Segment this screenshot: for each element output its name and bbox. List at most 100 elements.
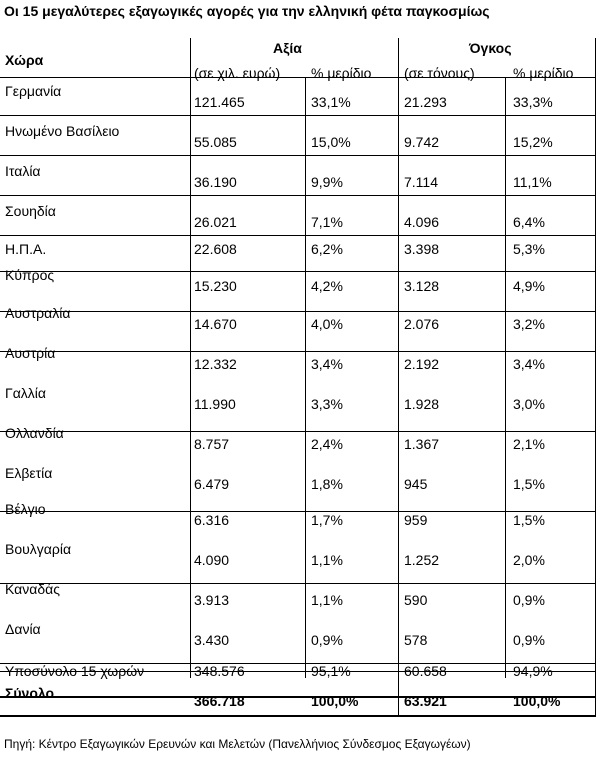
table-row-country: Ηνωμένο Βασίλειο [5,123,120,139]
table-row-country: Βέλγιο [5,501,46,517]
table-row-value: 6.479 [194,476,230,492]
total-country: Σύνολο [5,685,55,701]
row-divider [0,511,596,512]
table-row-volume: 1.252 [404,552,440,568]
table-row-volume-share: 1,5% [513,476,545,492]
table-row-volume: 21.293 [404,94,447,110]
row-divider [0,77,596,78]
row-divider [0,311,596,312]
header-volume-unit: (σε τόνους) [404,65,475,81]
table-row-value: 11.990 [194,396,236,412]
table-row-volume: 4.096 [404,214,440,230]
header-volume-share: % μερίδιο [513,65,574,81]
table-row-volume: 590 [404,592,428,608]
subtotal-volume-share: 94,9% [513,663,553,679]
row-divider [0,583,596,584]
table-row-volume-share: 33,3% [513,94,553,110]
table-row-value: 26.021 [194,214,237,230]
column-divider [305,77,306,678]
table-row-value-share: 2,4% [311,436,343,452]
row-divider [0,431,596,432]
table-row-value-share: 6,2% [311,241,343,257]
header-value-share: % μερίδιο [311,65,372,81]
column-divider [398,38,399,716]
table-row-volume: 7.114 [404,174,438,190]
table-row-volume-share: 15,2% [513,134,553,150]
row-divider [0,235,596,236]
row-divider [0,715,596,717]
table-row-volume-share: 1,5% [513,512,545,528]
header-country: Χώρα [5,52,44,68]
header-value-group: Αξία [273,40,302,56]
subtotal-country: Υποσύνολο 15 χωρών [5,663,145,679]
table-row-value-share: 1,7% [311,512,343,528]
table-row-volume: 1.367 [404,436,440,452]
table-row-value: 3.913 [194,592,230,608]
table-row-value: 121.465 [194,94,245,110]
subtotal-value: 348.576 [194,663,245,679]
table-row-country: Γερμανία [5,83,62,99]
table-row-volume: 9.742 [404,134,440,150]
table-row-value-share: 9,9% [311,174,343,190]
table-row-volume-share: 3,2% [513,316,545,332]
table-row-volume-share: 0,9% [513,632,545,648]
table-row-value-share: 1,1% [311,552,343,568]
subtotal-volume: 60.658 [404,663,447,679]
table-row-volume-share: 2,1% [513,436,545,452]
table-row-volume: 3.398 [404,241,440,257]
total-volume-share: 100,0% [513,693,561,709]
table-row-value: 55.085 [194,134,237,150]
table-row-volume: 945 [404,476,428,492]
table-row-value-share: 7,1% [311,214,343,230]
row-divider [0,271,596,272]
table-title: Οι 15 μεγαλύτερες εξαγωγικές αγορές για … [4,3,490,19]
table-row-country: Η.Π.Α. [5,241,47,257]
table-row-volume: 959 [404,512,428,528]
row-divider [0,696,596,698]
table-row-volume: 578 [404,632,428,648]
source-note: Πηγή: Κέντρο Εξαγωγικών Ερευνών και Μελε… [4,737,471,751]
table-row-country: Κύπρος [5,267,55,283]
table-row-country: Ολλανδία [5,425,64,441]
exports-table: Χώρα Αξία Όγκος (σε χιλ. ευρώ) % μερίδιο (σε … [0,38,596,717]
table-row-volume: 3.128 [404,278,440,294]
table-row-volume-share: 2,0% [513,552,545,568]
table-row-value: 15.230 [194,278,237,294]
table-row-value-share: 1,8% [311,476,343,492]
table-row-country: Αυστραλία [5,305,71,321]
row-divider [0,115,596,116]
table-row-value-share: 3,4% [311,356,343,372]
row-divider [0,663,596,664]
table-row-value: 22.608 [194,241,237,257]
subtotal-value-share: 95,1% [311,663,351,679]
table-row-country: Βουλγαρία [5,541,72,557]
table-row-country: Καναδάς [5,581,60,597]
table-row-country: Γαλλία [5,385,47,401]
total-value-share: 100,0% [311,693,359,709]
table-row-value-share: 33,1% [311,94,351,110]
table-border [0,38,596,716]
row-divider [0,351,596,352]
table-row-volume: 1.928 [404,396,440,412]
column-divider [190,38,191,678]
table-row-volume-share: 6,4% [513,214,545,230]
table-row-country: Σουηδία [5,203,56,219]
table-row-value: 6.316 [194,512,230,528]
total-volume: 63.921 [404,693,447,709]
table-row-value-share: 4,0% [311,316,343,332]
table-row-volume: 2.192 [404,356,440,372]
table-row-value: 4.090 [194,552,230,568]
total-value: 366.718 [194,693,245,709]
table-row-country: Ελβετία [5,465,53,481]
row-divider [0,195,596,196]
column-divider [505,77,506,678]
row-divider [0,671,596,672]
table-row-country: Ιταλία [5,163,41,179]
table-row-value: 36.190 [194,174,237,190]
row-divider [0,155,596,156]
table-row-value: 8.757 [194,436,230,452]
table-row-value: 12.332 [194,356,237,372]
table-row-volume-share: 4,9% [513,278,545,294]
header-value-unit: (σε χιλ. ευρώ) [194,65,281,81]
table-row-volume-share: 3,0% [513,396,545,412]
